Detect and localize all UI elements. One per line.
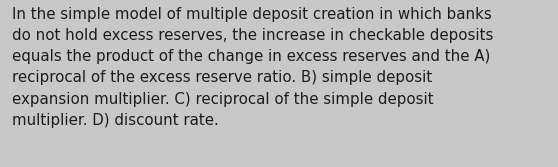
Text: In the simple model of multiple deposit creation in which banks
do not hold exce: In the simple model of multiple deposit … [12,7,494,128]
